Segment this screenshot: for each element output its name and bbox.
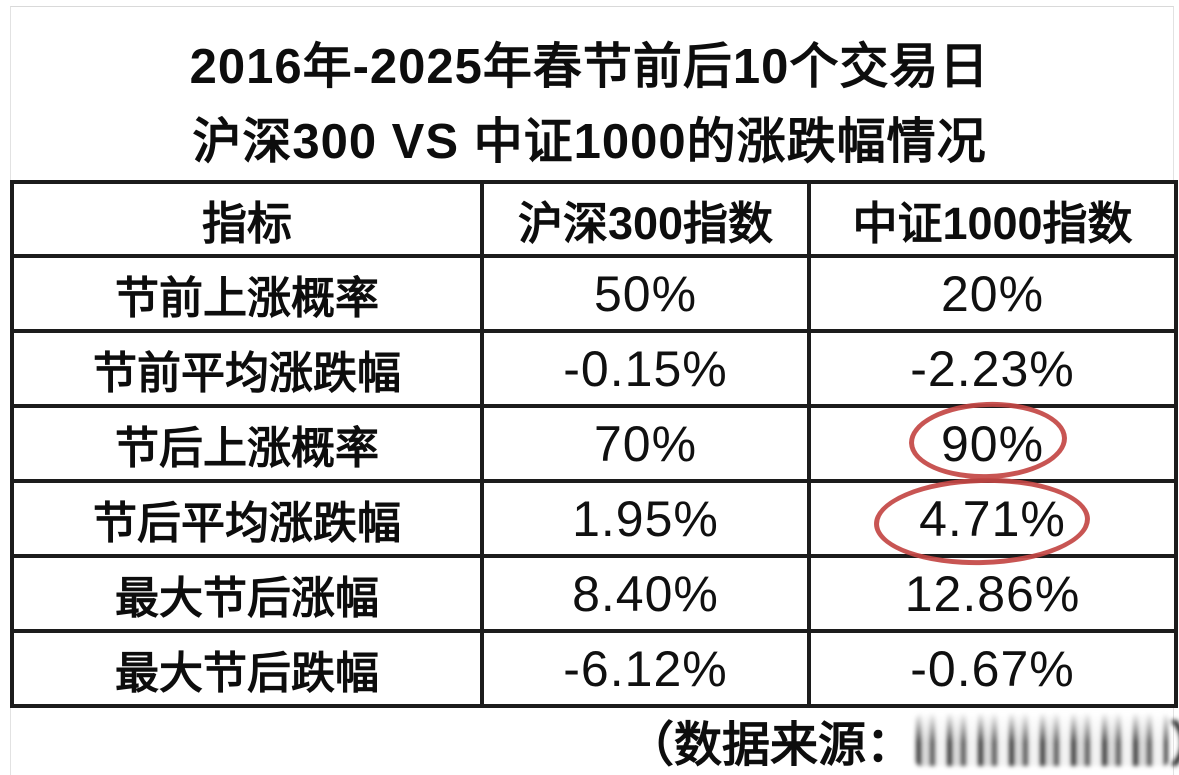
hs300-value: 8.40% bbox=[480, 554, 811, 633]
zz1000-value-highlighted: 90% bbox=[807, 404, 1178, 483]
table-header-row: 指标 沪深300指数 中证1000指数 bbox=[10, 180, 1178, 258]
row-label: 最大节后涨幅 bbox=[10, 554, 484, 633]
hs300-value: 1.95% bbox=[480, 479, 811, 558]
row-label: 节前上涨概率 bbox=[10, 254, 484, 333]
zz1000-value: 12.86% bbox=[807, 554, 1178, 633]
table-row: 节前上涨概率 50% 20% bbox=[10, 254, 1178, 333]
zz1000-value: 20% bbox=[807, 254, 1178, 333]
hs300-value: 50% bbox=[480, 254, 811, 333]
row-label: 节后平均涨跌幅 bbox=[10, 479, 484, 558]
data-source-suffix: ） bbox=[1170, 705, 1179, 775]
hs300-value: -0.15% bbox=[480, 329, 811, 408]
table-row: 最大节后跌幅 -6.12% -0.67% bbox=[10, 629, 1178, 708]
table-row: 节后平均涨跌幅 1.95% 4.71% bbox=[10, 479, 1178, 558]
page-title-line-2: 沪深300 VS 中证1000的涨跌幅情况 bbox=[192, 115, 987, 169]
table-row: 节前平均涨跌幅 -0.15% -2.23% bbox=[10, 329, 1178, 408]
hs300-value: 70% bbox=[480, 404, 811, 483]
zz1000-value-highlighted: 4.71% bbox=[807, 479, 1178, 558]
row-label: 最大节后跌幅 bbox=[10, 629, 484, 708]
col-header-zz1000: 中证1000指数 bbox=[807, 180, 1178, 258]
page-title-line-1: 2016年-2025年春节前后10个交易日 bbox=[189, 40, 990, 94]
hs300-value: -6.12% bbox=[480, 629, 811, 708]
row-label: 节前平均涨跌幅 bbox=[10, 329, 484, 408]
table-row: 最大节后涨幅 8.40% 12.86% bbox=[10, 554, 1178, 633]
zz1000-value: -2.23% bbox=[807, 329, 1178, 408]
redacted-source-smear bbox=[916, 714, 1169, 766]
col-header-hs300: 沪深300指数 bbox=[480, 180, 811, 258]
data-source-prefix: （数据来源： bbox=[626, 719, 915, 772]
data-source-note: （数据来源：） bbox=[626, 710, 1179, 772]
zz1000-value: -0.67% bbox=[807, 629, 1178, 708]
comparison-table: 指标 沪深300指数 中证1000指数 节前上涨概率 50% 20% 节前平均涨… bbox=[10, 180, 1178, 708]
row-label: 节后上涨概率 bbox=[10, 404, 484, 483]
table-row: 节后上涨概率 70% 90% bbox=[10, 404, 1178, 483]
col-header-indicator: 指标 bbox=[10, 180, 484, 258]
